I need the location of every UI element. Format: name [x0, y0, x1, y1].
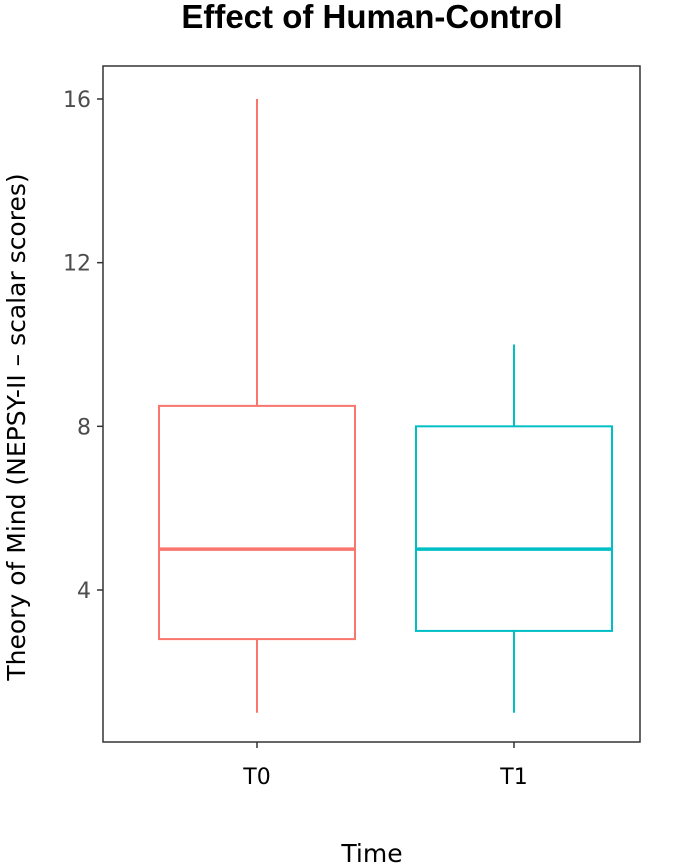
y-tick-label-4: 4 — [77, 579, 91, 604]
y-axis-label: Theory of Mind (NEPSY-II – scalar scores… — [2, 173, 31, 681]
y-tick-label-16: 16 — [63, 88, 91, 113]
x-tick-label-t1: T1 — [499, 765, 527, 790]
y-axis: 4 8 12 16 — [63, 88, 103, 604]
iqr-box-t1 — [415, 425, 613, 632]
x-tick-label-t0: T0 — [242, 765, 270, 790]
y-tick-label-8: 8 — [77, 415, 91, 440]
chart-title: Effect of Human-Control — [181, 0, 562, 35]
boxes — [158, 99, 613, 713]
box-t1 — [415, 344, 613, 713]
x-axis: T0 T1 — [242, 742, 528, 790]
box-t0 — [158, 99, 356, 713]
iqr-box-t0 — [158, 404, 356, 641]
plot-panel — [102, 65, 641, 743]
x-axis-label: Time — [340, 839, 402, 863]
y-tick-label-12: 12 — [63, 252, 91, 277]
